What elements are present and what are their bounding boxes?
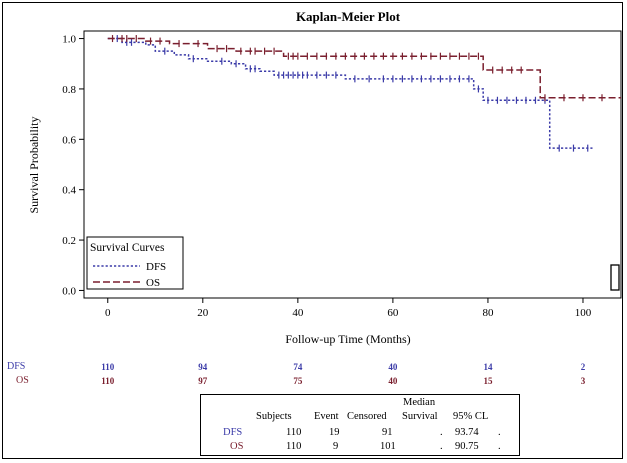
summary-header-subjects: Subjects bbox=[256, 411, 292, 422]
x-tick-label: 40 bbox=[292, 307, 304, 319]
x-tick-label: 60 bbox=[387, 307, 399, 319]
x-tick-label: 80 bbox=[482, 307, 494, 319]
x-axis: 0 20 40 60 80 100 bbox=[105, 298, 592, 319]
x-axis-label: Follow-up Time (Months) bbox=[285, 332, 410, 346]
plot-area bbox=[83, 30, 622, 299]
series-dfs bbox=[107, 35, 593, 152]
summary-cell: . bbox=[498, 427, 501, 438]
summary-header-median: Median bbox=[403, 397, 436, 408]
series-line-dfs bbox=[107, 37, 593, 149]
legend: Survival Curves DFS OS bbox=[86, 236, 184, 290]
summary-cell: 9 bbox=[333, 441, 339, 452]
summary-cell: 110 bbox=[286, 441, 302, 452]
y-tick-label: 0.8 bbox=[62, 84, 76, 96]
summary-cell: 101 bbox=[380, 441, 396, 452]
summary-cell: 19 bbox=[329, 427, 340, 438]
y-axis: 0.0 0.2 0.4 0.6 0.8 1.0 bbox=[62, 34, 84, 297]
y-tick-label: 0.0 bbox=[62, 285, 76, 297]
summary-cell: . bbox=[440, 441, 443, 452]
summary-header-event: Event bbox=[314, 411, 339, 422]
y-axis-label: Survival Probability bbox=[27, 117, 41, 214]
summary-cell: 90.75 bbox=[455, 441, 479, 452]
legend-label-dfs: DFS bbox=[146, 261, 166, 273]
summary-cell: 93.74 bbox=[455, 427, 479, 438]
legend-box bbox=[86, 236, 184, 290]
legend-label-os: OS bbox=[146, 277, 160, 289]
summary-row-label-os: OS bbox=[230, 441, 244, 452]
summary-cell: 110 bbox=[286, 427, 302, 438]
summary-cell: . bbox=[440, 427, 443, 438]
summary-cell: . bbox=[498, 441, 501, 452]
series-layer bbox=[107, 35, 621, 152]
series-os bbox=[107, 35, 621, 102]
series-line-os bbox=[107, 37, 621, 99]
y-tick-label: 1.0 bbox=[62, 34, 76, 46]
summary-row-label-dfs: DFS bbox=[223, 427, 243, 438]
legend-title: Survival Curves bbox=[90, 242, 165, 254]
summary-cell: 91 bbox=[382, 427, 393, 438]
summary-header-survival: Survival bbox=[402, 411, 438, 422]
figure-frame bbox=[2, 2, 623, 459]
x-tick-label: 100 bbox=[575, 307, 592, 319]
y-tick-label: 0.4 bbox=[62, 185, 76, 197]
plot-corner-marker bbox=[610, 264, 620, 291]
summary-header-cl: 95% CL bbox=[453, 411, 489, 422]
summary-header-censored: Censored bbox=[347, 411, 387, 422]
y-tick-label: 0.6 bbox=[62, 134, 76, 146]
x-tick-label: 0 bbox=[105, 307, 111, 319]
y-tick-label: 0.2 bbox=[62, 235, 76, 247]
summary-table: Median Subjects Event Censored Survival … bbox=[200, 394, 520, 456]
x-tick-label: 20 bbox=[197, 307, 209, 319]
chart-title: Kaplan-Meier Plot bbox=[296, 9, 401, 24]
